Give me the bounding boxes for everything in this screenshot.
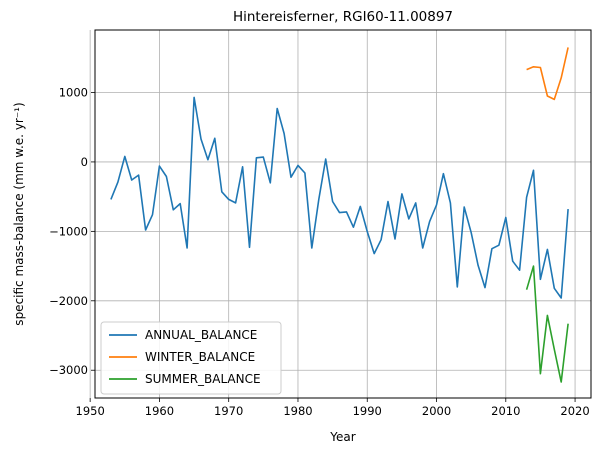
x-tick-label: 1990 — [353, 404, 382, 418]
y-axis-label: specific mass-balance (mm w.e. yr⁻¹) — [12, 102, 26, 325]
y-axis-ticks: −3000 −2000 −1000 0 1000 — [49, 85, 95, 377]
y-tick-label: 1000 — [59, 85, 88, 99]
legend-label: ANNUAL_BALANCE — [145, 328, 257, 342]
y-tick-label: −3000 — [49, 363, 88, 377]
series-line-summer-balance — [525, 265, 569, 383]
x-tick-label: 1960 — [145, 404, 174, 418]
y-tick-label: −1000 — [49, 224, 88, 238]
plot-frame — [94, 29, 592, 399]
legend-label: WINTER_BALANCE — [145, 350, 255, 364]
x-tick-label: 1950 — [76, 404, 105, 418]
legend-label: SUMMER_BALANCE — [145, 372, 261, 386]
series-line-annual-balance — [110, 96, 569, 299]
y-tick-label: −2000 — [49, 294, 88, 308]
x-tick-label: 2010 — [491, 404, 520, 418]
series-line-winter-balance — [526, 47, 569, 101]
x-tick-label: 1970 — [214, 404, 243, 418]
x-tick-label: 2000 — [422, 404, 451, 418]
x-axis-label: Year — [329, 430, 355, 444]
legend: ANNUAL_BALANCE WINTER_BALANCE SUMMER_BALAN… — [100, 321, 282, 395]
legend-box — [100, 321, 282, 395]
series-lines — [110, 47, 569, 383]
x-tick-label: 2020 — [560, 404, 589, 418]
x-axis-ticks: 1950 1960 1970 1980 1990 2000 2010 2020 — [76, 398, 590, 418]
chart-title: Hintereisferner, RGI60-11.00897 — [233, 9, 453, 25]
x-tick-label: 1980 — [283, 404, 312, 418]
y-tick-label: 0 — [81, 155, 88, 169]
